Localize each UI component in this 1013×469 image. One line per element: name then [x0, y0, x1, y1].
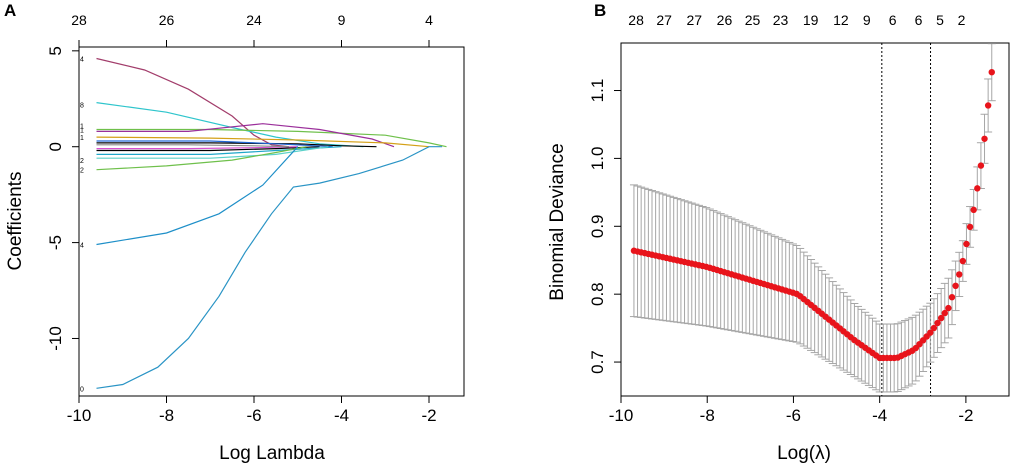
panel-a-coefficient-paths	[96, 57, 447, 389]
panel-b-lambda-lines	[881, 43, 932, 396]
y-tick-label: 0.7	[588, 350, 607, 374]
coefficient-path-8	[96, 140, 333, 148]
x-tick-label: -2	[421, 406, 436, 425]
panel-a-y-axis: -10 -5 0 5	[46, 46, 80, 351]
coefficient-path-4	[96, 123, 395, 148]
deviance-point	[941, 309, 948, 317]
panel-a-top-axis: 28 26 24 9 4	[71, 12, 433, 48]
top-tick-label: 27	[656, 12, 672, 28]
panel-b-label: B	[594, 1, 606, 20]
deviance-point	[981, 135, 988, 142]
top-tick-label: 9	[338, 12, 346, 28]
coefficient-path-2	[96, 102, 364, 148]
deviance-point	[974, 185, 981, 192]
path-end-label-5: 1	[80, 135, 84, 142]
top-tick-label: 24	[246, 12, 262, 28]
coefficient-path-6	[96, 142, 377, 148]
panel-b-x-axis-title: Log(λ)	[777, 443, 831, 464]
y-tick-label: 5	[46, 46, 65, 55]
coefficient-path-1	[96, 57, 290, 148]
coefficient-path-13	[96, 146, 307, 171]
y-tick-label: 0	[46, 142, 65, 151]
coefficient-path-10	[96, 146, 329, 159]
coefficient-path-12	[96, 144, 290, 148]
x-tick-label: -8	[159, 406, 174, 425]
deviance-point	[952, 282, 959, 290]
top-tick-label: 6	[889, 12, 897, 28]
path-end-label-2: 8	[80, 103, 84, 110]
deviance-point	[966, 223, 974, 231]
deviance-point	[956, 271, 963, 278]
path-end-label-7: 2	[80, 168, 84, 175]
top-tick-label: 9	[863, 12, 871, 28]
x-tick-label: -8	[700, 406, 715, 425]
deviance-point	[959, 257, 967, 265]
panel-a-x-axis-title: Log Lambda	[219, 443, 325, 464]
deviance-point	[977, 162, 985, 169]
path-end-label-1: 4	[80, 57, 84, 64]
deviance-point	[948, 293, 956, 301]
y-tick-label: 1.1	[588, 79, 607, 103]
x-tick-label: -2	[958, 406, 973, 425]
coefficient-path-5	[96, 136, 430, 148]
path-end-label-9: 0	[80, 386, 84, 393]
top-tick-label: 26	[159, 12, 175, 28]
x-tick-label: -6	[246, 406, 261, 425]
x-tick-label: -10	[67, 406, 92, 425]
top-tick-label: 2	[958, 12, 966, 28]
top-tick-label: 4	[425, 12, 433, 28]
top-tick-label: 25	[745, 12, 761, 28]
x-tick-label: -6	[786, 406, 801, 425]
panel-b-points	[630, 68, 995, 362]
top-tick-label: 23	[773, 12, 789, 28]
top-tick-label: 28	[71, 12, 87, 28]
path-end-label-8: 4	[80, 243, 84, 250]
coefficient-path-9	[96, 146, 342, 155]
coefficient-path-15	[96, 146, 443, 389]
panel-a-plot-box	[78, 46, 465, 397]
panel-a-label: A	[4, 1, 16, 20]
panel-b: B -10 -8 -6 -4 -2 0.70.80.91.01.1 28 27 27 26 25…	[547, 1, 1010, 464]
top-tick-label: 6	[915, 12, 923, 28]
panel-b-error-bars	[629, 43, 996, 393]
panel-b-x-axis: -10 -8 -6 -4 -2	[609, 395, 973, 425]
top-tick-label: 27	[686, 12, 702, 28]
y-tick-label: 0.9	[588, 214, 607, 238]
path-end-label-3: 1	[80, 124, 84, 131]
path-end-label-6: 2	[80, 158, 84, 165]
top-tick-label: 19	[803, 12, 819, 28]
deviance-point	[988, 68, 995, 76]
x-tick-label: -10	[609, 406, 634, 425]
coefficient-path-14	[96, 146, 299, 246]
y-tick-label: 1.0	[588, 147, 607, 171]
top-tick-label: 12	[833, 12, 849, 28]
coefficient-path-7	[96, 146, 320, 152]
panel-a-x-axis: -10 -8 -6 -4 -2	[67, 395, 437, 425]
top-tick-label: 26	[717, 12, 733, 28]
panel-b-top-axis: 28 27 27 26 25 23 19 12 9 6 6 5 2	[628, 12, 965, 28]
deviance-point	[945, 304, 952, 312]
y-tick-label: 0.8	[588, 282, 607, 306]
panel-a-y-axis-title: Coefficients	[5, 172, 26, 271]
coefficient-path-11	[96, 146, 298, 150]
path-end-label-4: 1	[80, 127, 84, 134]
top-tick-label: 5	[936, 12, 944, 28]
x-tick-label: -4	[334, 406, 349, 425]
deviance-point	[984, 102, 992, 109]
top-tick-label: 28	[628, 12, 644, 28]
deviance-point	[927, 329, 934, 336]
deviance-point	[934, 319, 941, 327]
deviance-point	[930, 324, 938, 332]
deviance-point	[970, 206, 977, 214]
deviance-point	[937, 314, 945, 322]
panel-b-y-axis-title: Binomial Deviance	[547, 143, 568, 300]
y-tick-label: -10	[46, 326, 65, 351]
panel-b-y-axis: 0.7 0.8 0.9 1.0 1.1	[588, 79, 622, 374]
x-tick-label: -4	[872, 406, 887, 425]
y-tick-label: -5	[46, 235, 65, 250]
deviance-point	[963, 240, 970, 248]
